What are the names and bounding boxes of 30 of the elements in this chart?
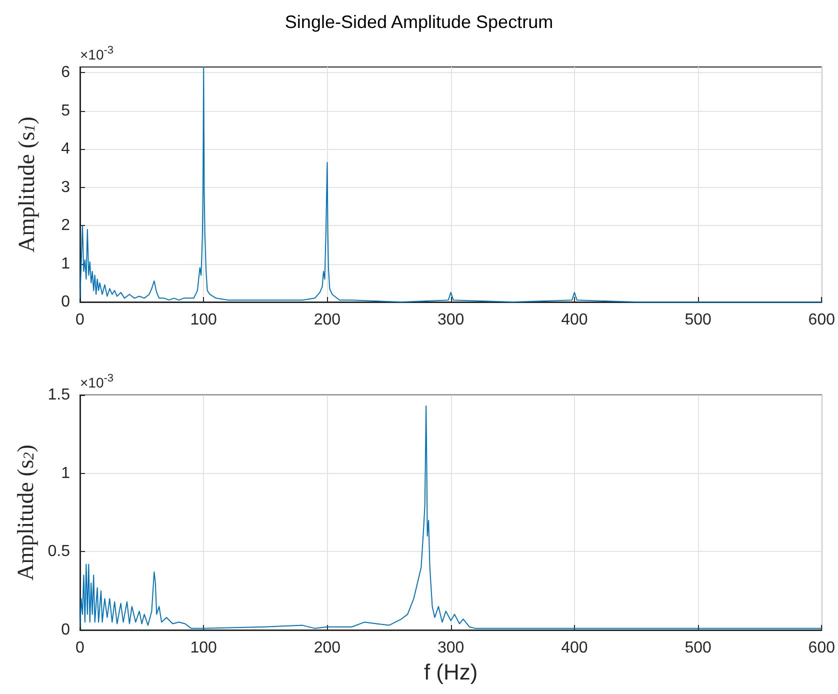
y-tick-label: 4 (61, 140, 70, 158)
x-tick-label: 500 (684, 640, 712, 656)
y-axis-title: Amplitude (s2) (12, 444, 38, 580)
x-tick-label: 400 (561, 312, 588, 328)
y-tick-label: 1.5 (48, 386, 70, 404)
line-series (80, 66, 822, 302)
x-tick-label: 100 (190, 640, 218, 656)
x-tick-label: 200 (314, 640, 341, 656)
chart-title: Single-Sided Amplitude Spectrum (284, 12, 554, 32)
x-tick-label: 400 (561, 640, 588, 656)
x-tick-label: 100 (190, 312, 218, 328)
y-tick-label: 0 (61, 622, 70, 638)
y-tick-label: 0.5 (48, 543, 70, 560)
x-tick-label: 0 (76, 312, 85, 328)
y-tick-label: 1 (61, 464, 70, 482)
y-tick-label: 0 (61, 294, 70, 310)
y-tick-label: 1 (61, 255, 70, 272)
x-tick-label: 600 (808, 640, 836, 656)
y-axis-title: Amplitude (s1) (14, 116, 39, 252)
x-axis-title: f (Hz) (424, 659, 478, 684)
x-tick-label: 600 (808, 312, 836, 328)
x-tick-label: 300 (437, 312, 464, 328)
x-tick-label: 0 (76, 640, 85, 656)
x-tick-label: 500 (684, 312, 712, 328)
y-tick-label: 3 (61, 178, 70, 196)
x-tick-label: 300 (437, 640, 464, 656)
x-tick-label: 200 (314, 312, 341, 328)
y-tick-label: 6 (61, 64, 70, 82)
y-tick-label: 5 (61, 102, 70, 120)
y-tick-label: 2 (61, 217, 70, 234)
